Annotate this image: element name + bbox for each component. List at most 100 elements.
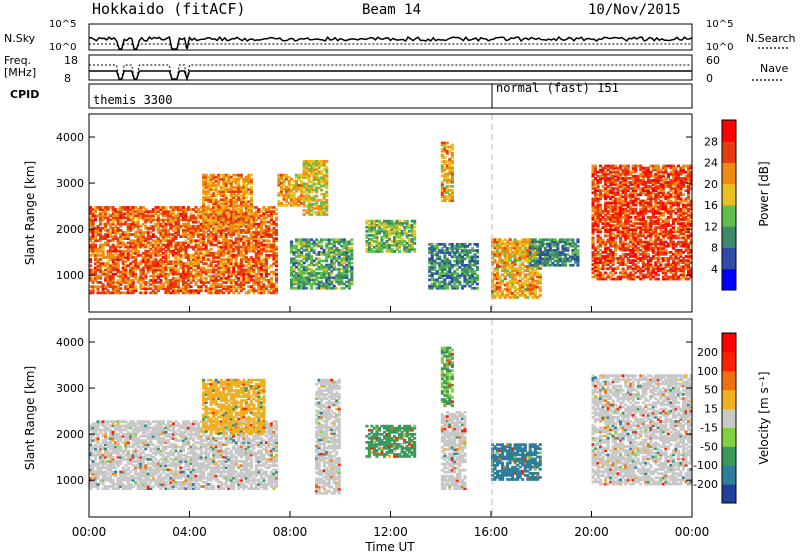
- echo-cell: [146, 241, 150, 245]
- echo-cell: [126, 279, 130, 282]
- echo-cell: [134, 247, 138, 251]
- echo-cell: [179, 260, 183, 263]
- echo-cell: [182, 281, 186, 284]
- echo-cell: [159, 224, 163, 228]
- echo-cell: [184, 210, 188, 213]
- echo-cell: [141, 276, 145, 280]
- echo-cell: [126, 235, 130, 238]
- echo-cell: [171, 285, 175, 288]
- echo-cell: [136, 224, 140, 228]
- echo-cell: [156, 262, 160, 265]
- echo-cell: [174, 218, 178, 222]
- echo-cell: [111, 264, 115, 268]
- echo-cell: [189, 235, 193, 238]
- echo-cell: [443, 156, 447, 159]
- echo-cell: [89, 216, 93, 220]
- echo-cell: [184, 233, 188, 236]
- echo-cell: [187, 266, 191, 270]
- echo-cell: [131, 224, 135, 228]
- echo-cell: [156, 260, 160, 263]
- echo-cell: [129, 291, 133, 295]
- echo-cell: [174, 256, 178, 259]
- echo-cell: [274, 245, 278, 249]
- echo-cell: [164, 237, 168, 240]
- echo-cell: [129, 206, 133, 209]
- echo-cell: [166, 254, 170, 257]
- echo-cell: [126, 206, 130, 209]
- echo-cell: [114, 249, 118, 253]
- echo-cell: [161, 210, 165, 213]
- echo-cell: [124, 212, 128, 216]
- echo-cell: [149, 268, 153, 272]
- echo-cell: [89, 243, 93, 247]
- echo-cell: [274, 229, 278, 232]
- echo-cell: [94, 276, 98, 280]
- echo-cell: [184, 276, 188, 280]
- echo-cell: [116, 262, 120, 265]
- echo-cell: [116, 226, 120, 230]
- echo-cell: [139, 233, 143, 236]
- echo-cell: [156, 276, 160, 280]
- echo-cell: [111, 212, 115, 216]
- echo-cell: [89, 224, 93, 228]
- echo-cell: [121, 208, 125, 211]
- echo-cell: [189, 279, 193, 282]
- echo-cell: [134, 239, 138, 243]
- echo-cell: [121, 235, 125, 238]
- echo-cell: [111, 218, 115, 222]
- echo-cell: [187, 270, 191, 274]
- echo-cell: [109, 291, 113, 295]
- echo-cell: [139, 254, 143, 257]
- echo-cell: [101, 283, 105, 286]
- echo-cell: [99, 243, 103, 247]
- echo-cell: [166, 231, 170, 234]
- echo-cell: [101, 291, 105, 295]
- echo-cell: [189, 226, 193, 230]
- echo-cell: [192, 224, 196, 228]
- echo-cell: [182, 206, 186, 209]
- echo-cell: [136, 264, 140, 268]
- echo-cell: [154, 218, 158, 222]
- echo-cell: [139, 243, 143, 247]
- echo-cell: [136, 281, 140, 284]
- echo-cell: [96, 233, 100, 236]
- cpid-frame: [88, 83, 693, 109]
- echo-cell: [192, 229, 196, 232]
- echo-cell: [111, 254, 115, 257]
- echo-cell: [192, 245, 196, 249]
- echo-cell: [114, 210, 118, 213]
- echo-cell: [141, 285, 145, 288]
- echo-cell: [182, 276, 186, 280]
- echo-cell: [116, 289, 120, 293]
- echo-cell: [114, 272, 118, 276]
- echo-cell: [91, 249, 95, 253]
- echo-cell: [413, 219, 417, 223]
- echo-cell: [121, 262, 125, 265]
- echo-cell: [184, 287, 188, 290]
- echo-cell: [131, 279, 135, 282]
- echo-cell: [164, 266, 168, 270]
- echo-cell: [129, 224, 133, 228]
- echo-cell: [182, 279, 186, 282]
- echo-cell: [154, 210, 158, 213]
- echo-cell: [91, 216, 95, 220]
- echo-cell: [121, 254, 125, 257]
- echo-cell: [126, 291, 130, 295]
- echo-cell: [104, 272, 108, 276]
- echo-cell: [141, 237, 145, 240]
- echo-cell: [141, 272, 145, 276]
- echo-cell: [151, 216, 155, 220]
- echo-cell: [189, 237, 193, 240]
- echo-cell: [141, 281, 145, 284]
- echo-cell: [144, 256, 148, 259]
- echo-cell: [176, 224, 180, 228]
- echo-cell: [91, 233, 95, 236]
- echo-cell: [187, 285, 191, 288]
- echo-cell: [159, 272, 163, 276]
- echo-cell: [94, 249, 98, 253]
- echo-cell: [166, 256, 170, 259]
- echo-cell: [166, 287, 170, 290]
- echo-cell: [106, 279, 110, 282]
- echo-cell: [141, 206, 145, 209]
